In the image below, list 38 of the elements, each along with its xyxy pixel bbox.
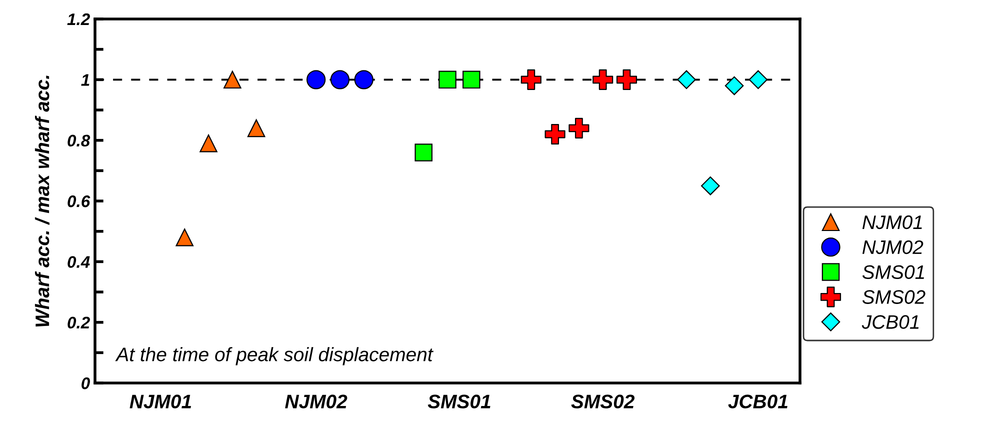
point: [462, 70, 480, 89]
x-tick-label: SMS02: [571, 394, 635, 408]
point: [616, 69, 638, 90]
point: [306, 70, 326, 90]
y-axis-title: Wharf acc. / max wharf acc.: [34, 76, 50, 327]
point: [677, 70, 696, 90]
point: [354, 70, 374, 90]
point: [544, 124, 566, 145]
point: [724, 76, 744, 96]
point: [520, 69, 542, 90]
annotation: At the time of peak soil displacement: [115, 347, 434, 366]
point: [568, 118, 590, 138]
y-tick-label: 0.2: [68, 316, 90, 329]
point: [247, 119, 266, 138]
point: [592, 69, 614, 90]
point: [700, 176, 720, 196]
point: [224, 70, 242, 89]
legend-label: JCB01: [862, 315, 919, 329]
y-tick-label: 1: [81, 74, 90, 86]
y-tick-label: 1.2: [67, 13, 90, 26]
y-tick-label: 0: [82, 377, 90, 390]
point: [200, 134, 218, 152]
point: [330, 70, 350, 90]
point: [414, 144, 432, 162]
x-tick-label: NJM01: [130, 394, 192, 408]
x-tick-label: JCB01: [728, 394, 788, 408]
x-tick-label: SMS01: [428, 394, 490, 408]
x-tick-label: NJM02: [285, 394, 348, 408]
point: [176, 228, 194, 246]
point: [438, 70, 456, 89]
point: [748, 70, 768, 90]
y-tick-label: 0.6: [68, 195, 90, 208]
y-tick-label: 0.8: [68, 134, 90, 147]
legend-label: NJM01: [862, 215, 922, 230]
legend-label: NJM02: [862, 240, 924, 254]
legend-label: SMS02: [862, 290, 926, 304]
y-tick-label: 0.4: [68, 256, 90, 268]
legend-label: SMS01: [862, 265, 924, 280]
